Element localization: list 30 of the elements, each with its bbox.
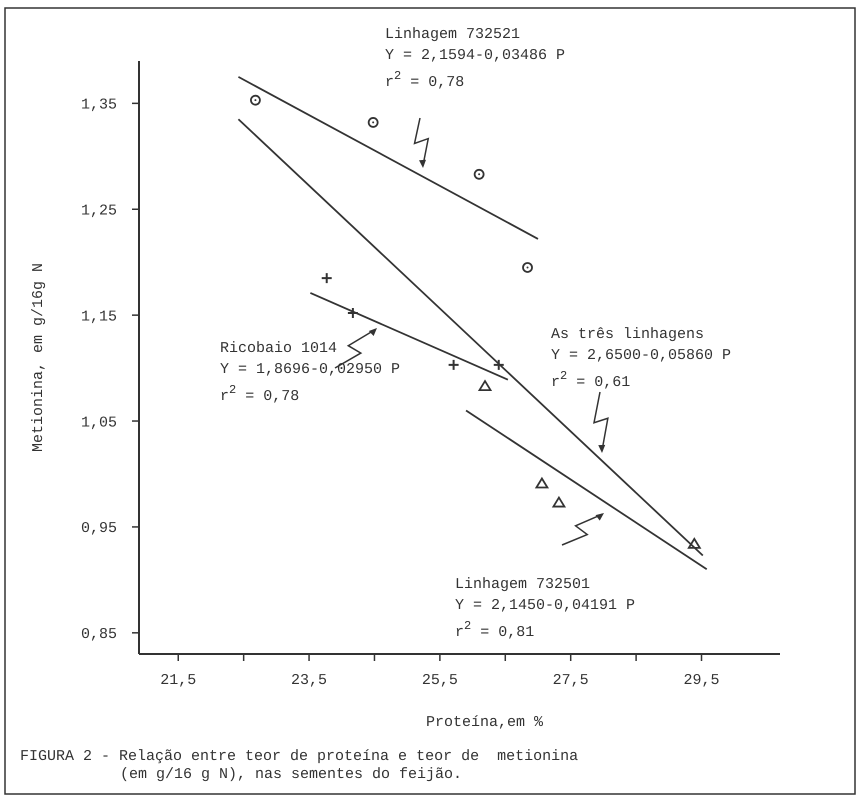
y-tick-label: 1,25	[80, 202, 117, 220]
y-tick-label: 1,35	[80, 96, 117, 114]
text: FIGURA 2 - Relação entre teor de proteína e teor de metionina (em g/16 g N), nas sementes do feijão.	[20, 748, 578, 783]
y-axis-title: Metionina, em g/16g N	[30, 262, 47, 452]
point	[320, 272, 333, 284]
x-tick-label: 29,5	[684, 672, 720, 689]
annotation: Linhagem 732521 Y = 2,1594-0,03486 P r$^{2}$ = 0,78	[385, 26, 566, 91]
annotation: As três linhagens Y = 2,6500-0,05860 P r$^{2}$ = 0,61	[551, 326, 732, 391]
point	[552, 496, 566, 508]
point	[688, 538, 701, 549]
annotation: Linhagem 732501 Y = 2,1450-0,04191 P r$^{2}$ = 0,81	[455, 576, 636, 641]
point	[346, 307, 359, 320]
point	[448, 358, 460, 371]
y-tick-label: 1,05	[80, 414, 117, 432]
point	[522, 262, 533, 273]
x-tick-label: 25,5	[422, 672, 458, 689]
point	[492, 358, 505, 371]
x-tick-label: 27,5	[552, 672, 589, 689]
x-tick-label: 23,5	[291, 672, 328, 689]
point	[478, 380, 492, 391]
annotation: Ricobaio 1014 Y = 1,8696-0,02950 P r$^{2}$ = 0,78	[220, 340, 400, 405]
point	[536, 478, 548, 488]
point	[368, 117, 379, 128]
y-tick-label: 1,15	[80, 308, 117, 326]
y-tick-label: 0,85	[80, 626, 117, 644]
x-axis-title: Proteína,em %	[426, 714, 544, 731]
x-tick-label: 21,5	[160, 672, 196, 689]
y-tick-label: 0,95	[80, 520, 117, 538]
point	[250, 94, 261, 106]
point	[474, 168, 485, 180]
